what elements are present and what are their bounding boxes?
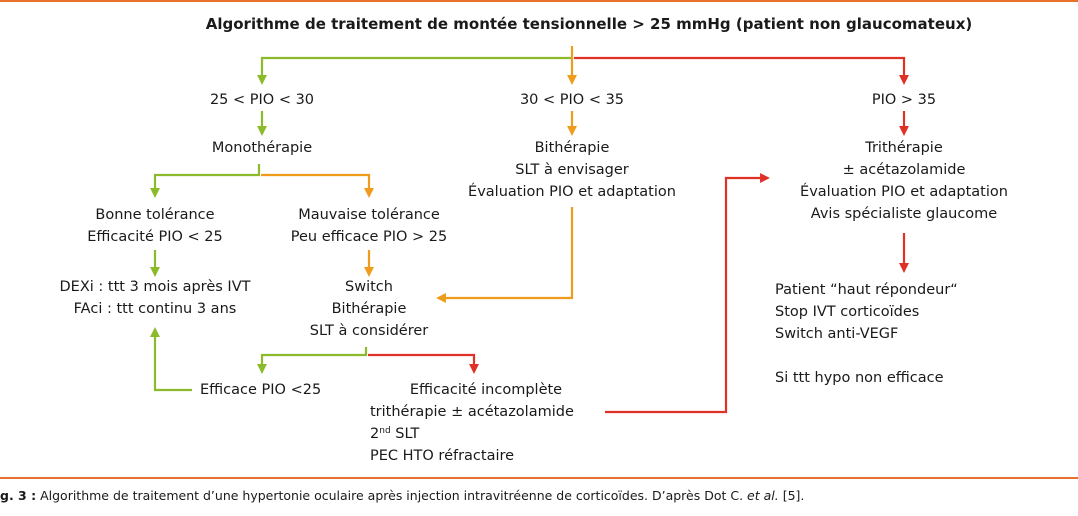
incomplete-line-4: PEC HTO réfractaire bbox=[370, 448, 515, 464]
arrow-mono-to-bonne bbox=[150, 164, 261, 198]
bitherapie-line-2: SLT à envisager bbox=[515, 162, 629, 178]
caption-text: Algorithme de traitement d’une hypertoni… bbox=[36, 488, 748, 503]
dexi-line-1: DEXi : ttt 3 mois après IVT bbox=[59, 279, 251, 295]
efficacite-incomplete-node: Efficacité incomplète trithérapie ± acét… bbox=[370, 379, 602, 467]
bitherapie-node: Bithérapie SLT à envisager Évaluation PI… bbox=[436, 137, 708, 203]
arrow-to-high bbox=[574, 56, 909, 85]
mauvaise-tolerance-line-2: Peu efficace PIO > 25 bbox=[290, 229, 448, 245]
branch-low-label: 25 < PIO < 30 bbox=[209, 92, 315, 108]
tritherapie-line-2: ± acétazolamide bbox=[842, 162, 966, 178]
incomplete-line-3-prefix: 2 bbox=[370, 426, 380, 442]
arrow-efficace-to-dexi bbox=[150, 327, 192, 392]
diagram-title: Algorithme de traitement de montée tensi… bbox=[205, 15, 973, 33]
arrow-to-low bbox=[257, 56, 572, 85]
caption-ref: [5]. bbox=[778, 488, 805, 503]
bottom-rule bbox=[0, 477, 1078, 479]
switch-node: Switch Bithérapie SLT à considérer bbox=[284, 276, 454, 342]
arrow-bitherapie-to-switch bbox=[436, 207, 574, 303]
switch-line-1: Switch bbox=[345, 279, 393, 295]
switch-line-2: Bithérapie bbox=[331, 301, 407, 317]
bitherapie-line-3: Évaluation PIO et adaptation bbox=[468, 184, 676, 200]
monotherapie-node: Monothérapie bbox=[211, 140, 313, 156]
dexi-node: DEXi : ttt 3 mois après IVT FAci : ttt c… bbox=[34, 276, 276, 320]
incomplete-line-3-sup: nd bbox=[379, 426, 391, 436]
tritherapie-line-1: Trithérapie bbox=[865, 140, 943, 156]
repondeur-line-2: Stop IVT corticoïdes bbox=[775, 304, 920, 320]
bitherapie-line-1: Bithérapie bbox=[534, 140, 610, 156]
bonne-tolerance-node: Bonne tolérance Efficacité PIO < 25 bbox=[60, 204, 250, 248]
repondeur-line-5: Si ttt hypo non efficace bbox=[775, 370, 944, 386]
branch-mid-label: 30 < PIO < 35 bbox=[519, 92, 625, 108]
dexi-line-2: FAci : ttt continu 3 ans bbox=[73, 301, 237, 317]
incomplete-line-3: 2nd SLT bbox=[370, 423, 602, 445]
arrow-switch-to-incomplete bbox=[368, 353, 479, 374]
branch-high-label: PIO > 35 bbox=[871, 92, 937, 108]
mauvaise-tolerance-node: Mauvaise tolérance Peu efficace PIO > 25 bbox=[262, 204, 476, 248]
arrow-mono-to-mauvaise bbox=[261, 173, 374, 198]
top-rule bbox=[0, 0, 1078, 2]
tritherapie-node: Trithérapie ± acétazolamide Évaluation P… bbox=[770, 137, 1038, 225]
caption-etal: et al. bbox=[747, 488, 779, 503]
repondeur-line-3: Switch anti-VEGF bbox=[775, 326, 899, 342]
mauvaise-tolerance-line-1: Mauvaise tolérance bbox=[298, 207, 440, 223]
bonne-tolerance-line-2: Efficacité PIO < 25 bbox=[87, 229, 223, 245]
incomplete-line-2: trithérapie ± acétazolamide bbox=[370, 404, 574, 420]
repondeur-line-1: Patient “haut répondeur“ bbox=[775, 282, 958, 298]
arrow-incomplete-to-tritherapie bbox=[605, 173, 770, 414]
efficace-node: Efficace PIO <25 bbox=[200, 382, 322, 398]
caption-label: g. 3 : bbox=[0, 488, 37, 503]
tritherapie-line-3: Évaluation PIO et adaptation bbox=[800, 184, 1008, 200]
arrow-switch-to-efficace bbox=[257, 347, 368, 374]
repondeur-spacer bbox=[775, 345, 958, 367]
switch-line-3: SLT à considérer bbox=[309, 323, 429, 339]
tritherapie-line-4: Avis spécialiste glaucome bbox=[810, 206, 998, 222]
figure-caption: g. 3 : Algorithme de traitement d’une hy… bbox=[0, 488, 804, 503]
bonne-tolerance-line-1: Bonne tolérance bbox=[95, 207, 215, 223]
incomplete-line-3-suffix: SLT bbox=[390, 426, 420, 442]
incomplete-line-1: Efficacité incomplète bbox=[409, 382, 563, 398]
haut-repondeur-node: Patient “haut répondeur“ Stop IVT cortic… bbox=[775, 279, 958, 389]
